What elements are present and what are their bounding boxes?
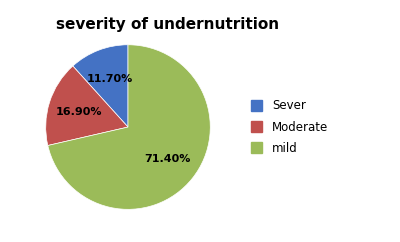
Legend: Sever, Moderate, mild: Sever, Moderate, mild — [247, 96, 332, 158]
Text: 16.90%: 16.90% — [56, 107, 102, 117]
Text: 71.40%: 71.40% — [145, 154, 191, 164]
Text: 11.70%: 11.70% — [86, 75, 133, 84]
Wedge shape — [46, 66, 128, 145]
Wedge shape — [73, 45, 128, 127]
Text: severity of undernutrition: severity of undernutrition — [56, 17, 280, 32]
Wedge shape — [48, 45, 210, 209]
